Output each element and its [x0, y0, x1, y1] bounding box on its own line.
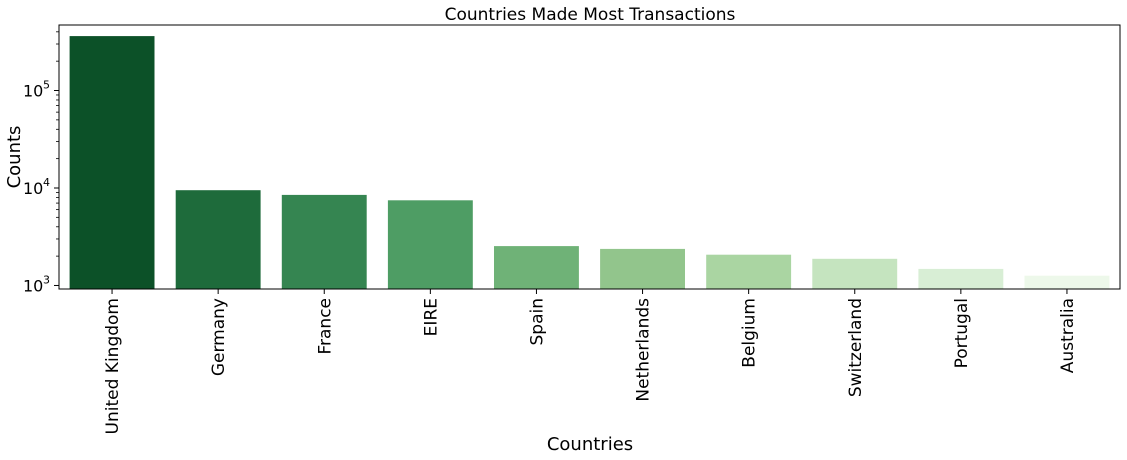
bars-group	[69, 36, 1110, 289]
bar-netherlands	[600, 248, 685, 289]
y-tick-exponent: 4	[43, 176, 50, 189]
x-tick-label: Germany	[209, 298, 229, 376]
chart-title: Countries Made Most Transactions	[445, 5, 736, 25]
bar-united-kingdom	[69, 36, 155, 289]
x-tick-label: United Kingdom	[103, 298, 123, 434]
x-tick-label: Switzerland	[846, 298, 866, 397]
y-tick-label: 10	[23, 276, 43, 295]
x-tick-label: Portugal	[952, 298, 972, 368]
y-tick-label: 10	[23, 82, 43, 101]
y-tick-label: 10	[23, 179, 43, 198]
y-tick-exponent: 3	[43, 273, 50, 286]
x-tick-label: EIRE	[421, 298, 441, 336]
x-axis-label: Countries	[547, 434, 633, 455]
plot-frame	[58, 24, 1121, 290]
bar-eire	[387, 200, 473, 289]
bar-germany	[175, 190, 261, 289]
x-tick-label: France	[315, 298, 335, 355]
y-tick-exponent: 5	[43, 79, 50, 92]
bar-belgium	[706, 254, 792, 289]
x-axis: United Kingdom Germany France EIRE Spain Neth…	[103, 289, 1078, 434]
bar-australia	[1024, 275, 1110, 289]
x-tick-label: Belgium	[740, 298, 760, 368]
bar-switzerland	[812, 258, 898, 289]
x-tick-label: Australia	[1058, 298, 1078, 373]
bar-france	[281, 194, 367, 289]
x-tick-label: Spain	[527, 298, 547, 346]
x-tick-label: Netherlands	[634, 298, 654, 402]
bar-spain	[494, 246, 579, 289]
bar-portugal	[918, 268, 1004, 289]
y-axis-label: Counts	[4, 126, 25, 189]
